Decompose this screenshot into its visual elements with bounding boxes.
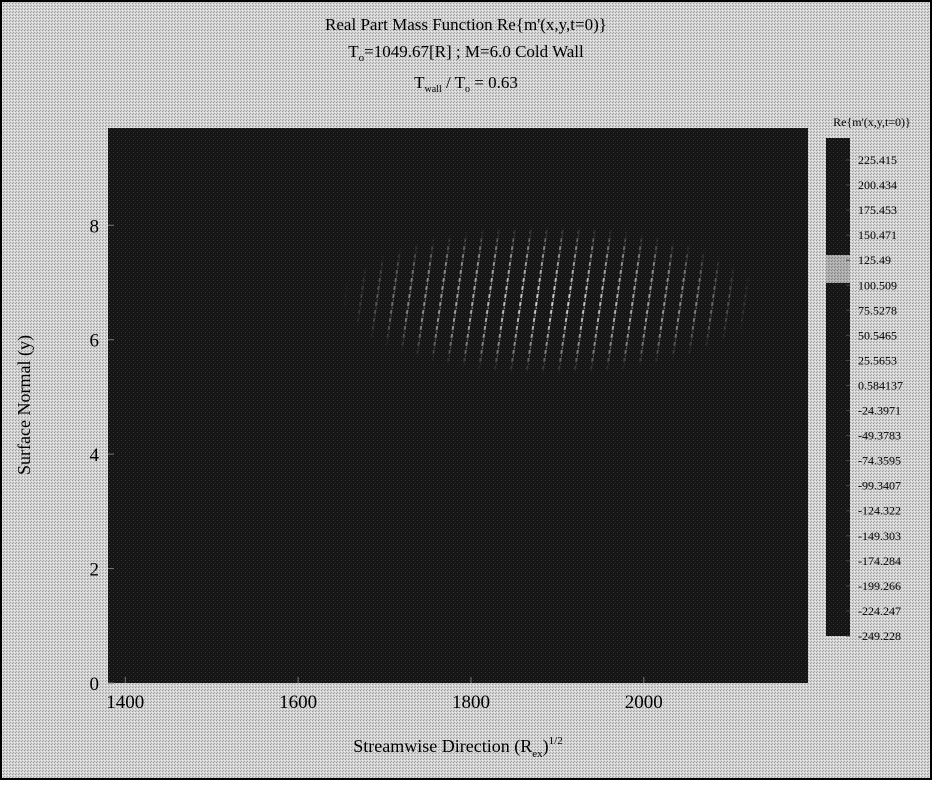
- colorbar-tick-label: -124.322: [858, 504, 901, 518]
- colorbar-tick-label: 200.434: [858, 178, 897, 192]
- subtitle-part: T: [348, 42, 359, 61]
- colorbar-tick-label: 125.49: [858, 253, 891, 267]
- colorbar-tick-label: -74.3595: [858, 454, 901, 468]
- chart-title: Real Part Mass Function Re{m'(x,y,t=0)}: [325, 15, 607, 34]
- subtitle-part: = 0.63: [470, 73, 518, 92]
- xlabel-part: ): [543, 736, 549, 757]
- x-tick-label: 2000: [625, 692, 663, 713]
- y-tick-label: 6: [90, 331, 100, 352]
- subtitle-part: T: [414, 73, 425, 92]
- contour-wave-packet: [108, 128, 808, 683]
- xlabel-superscript: 1/2: [549, 735, 563, 747]
- colorbar-tick-label: 0.584137: [858, 378, 903, 392]
- x-tick-label: 1400: [106, 692, 144, 713]
- colorbar-tick-label: -49.3783: [858, 429, 901, 443]
- subtitle-part: =1049.67[R] ; M=6.0 Cold Wall: [364, 42, 584, 61]
- colorbar-label: Re{m'(x,y,t=0)}: [833, 115, 911, 129]
- x-tick-label: 1800: [452, 692, 490, 713]
- colorbar-tick-label: -99.3407: [858, 479, 901, 493]
- colorbar-tick-label: 150.471: [858, 228, 897, 242]
- y-tick-label: 0: [90, 674, 100, 695]
- colorbar: [826, 138, 850, 636]
- subtitle-subscript: o: [359, 52, 365, 64]
- chart-subtitle-2: Twall / To = 0.63: [414, 73, 518, 95]
- y-tick-label: 2: [90, 560, 100, 581]
- xlabel-part: Streamwise Direction (R: [353, 736, 532, 757]
- x-tick-label: 1600: [279, 692, 317, 713]
- colorbar-tick-label: 175.453: [858, 203, 897, 217]
- xlabel-subscript: ex: [532, 748, 543, 760]
- colorbar-tick-label: -24.3971: [858, 404, 901, 418]
- colorbar-tick-label: 50.5465: [858, 328, 897, 342]
- colorbar-tick-label: 225.415: [858, 153, 897, 167]
- colorbar-tick-label: -224.247: [858, 604, 901, 618]
- x-axis-label: Streamwise Direction (Rex)1/2: [353, 735, 562, 760]
- subtitle-subscript: o: [465, 84, 470, 95]
- colorbar-tick-label: -149.303: [858, 529, 901, 543]
- y-tick-label: 4: [90, 445, 100, 466]
- colorbar-tick-label: -174.284: [858, 554, 901, 568]
- colorbar-tick-label: 100.509: [858, 278, 897, 292]
- subtitle-subscript: wall: [425, 84, 442, 95]
- chart-subtitle: To=1049.67[R] ; M=6.0 Cold Wall: [348, 42, 584, 64]
- y-tick-label: 8: [90, 216, 100, 237]
- colorbar-light-band: [826, 255, 850, 283]
- colorbar-tick-label: -199.266: [858, 579, 901, 593]
- colorbar-tick-label: 25.5653: [858, 353, 897, 367]
- y-axis-label: Surface Normal (y): [14, 335, 35, 475]
- subtitle-part: / T: [442, 73, 466, 92]
- colorbar-tick-label: 75.5278: [858, 303, 897, 317]
- colorbar-tick-label: -249.228: [858, 629, 901, 643]
